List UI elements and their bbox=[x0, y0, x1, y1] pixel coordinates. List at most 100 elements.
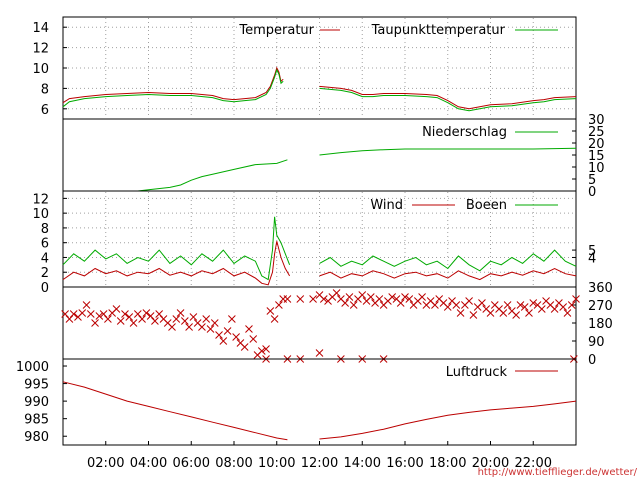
wind-direction-marker bbox=[341, 299, 350, 307]
x-tick-label: 22:00 bbox=[515, 456, 552, 471]
wind-direction-marker bbox=[525, 309, 533, 317]
pressure-series bbox=[62, 381, 577, 441]
precipitation-legend: Niederschlag bbox=[422, 125, 558, 140]
wind-direction-marker bbox=[151, 317, 159, 325]
wind-direction-marker bbox=[249, 335, 258, 343]
wind-direction-marker bbox=[180, 317, 189, 325]
wind-direction-marker bbox=[116, 317, 125, 325]
series-line-wind bbox=[319, 267, 577, 281]
wind-direction-marker bbox=[206, 325, 215, 333]
series-line-niederschlag bbox=[63, 159, 288, 192]
wind-direction-marker bbox=[529, 299, 538, 307]
wind-direction-marker bbox=[486, 309, 495, 317]
x-tick-label: 06:00 bbox=[173, 456, 210, 471]
wind-direction-marker bbox=[283, 295, 292, 303]
y-tick-label: 0 bbox=[588, 185, 596, 200]
y-tick-label: 5 bbox=[588, 173, 596, 188]
wind-direction-panel: 0 90 180 270 360 bbox=[61, 281, 613, 368]
y-tick-label: 20 bbox=[588, 137, 605, 152]
y-tick-label: 180 bbox=[588, 317, 613, 332]
wind-direction-marker bbox=[172, 315, 181, 323]
y-right-tick-label: 4 bbox=[588, 251, 596, 266]
wind-direction-marker bbox=[198, 323, 206, 331]
wind-direction-marker bbox=[185, 323, 193, 331]
x-tick-label: 02:00 bbox=[87, 456, 124, 471]
wind-direction-marker bbox=[78, 309, 87, 317]
wind-direction-marker bbox=[499, 309, 508, 317]
wind-legend: Wind Boeen bbox=[370, 198, 558, 213]
legend-label-temperatur: Temperatur bbox=[238, 23, 314, 38]
wind-direction-marker bbox=[219, 337, 228, 345]
x-axis-ticks: 02:00 04:00 06:00 08:00 10:00 12:00 14:00 16:00… bbox=[87, 441, 552, 471]
wind-direction-marker bbox=[478, 299, 486, 307]
wind-direction-marker bbox=[202, 315, 211, 323]
wind-direction-marker bbox=[563, 309, 572, 317]
wind-direction-marker bbox=[366, 293, 375, 301]
y-tick-label: 10 bbox=[588, 161, 605, 176]
wind-direction-marker bbox=[146, 312, 155, 320]
y-tick-label: 10 bbox=[32, 207, 49, 222]
y-tick-label: 6 bbox=[41, 237, 49, 252]
wind-direction-marker bbox=[375, 295, 384, 303]
x-tick-label: 12:00 bbox=[301, 456, 338, 471]
y-tick-label: 12 bbox=[32, 42, 49, 57]
series-line-temperatur bbox=[319, 85, 577, 110]
wind-direction-marker bbox=[112, 305, 121, 313]
wind-direction-marker bbox=[315, 349, 324, 357]
wind-direction-marker bbox=[456, 309, 465, 317]
wind-direction-marker bbox=[61, 310, 69, 318]
series-line-boeen bbox=[319, 249, 577, 272]
temperature-legend: Temperatur Taupunkttemperatur bbox=[238, 23, 558, 38]
x-tick-label: 08:00 bbox=[215, 456, 252, 471]
pressure-legend: Luftdruck bbox=[446, 365, 558, 380]
y-tick-label: 980 bbox=[24, 430, 49, 445]
wind-direction-marker bbox=[572, 295, 580, 303]
y-tick-label: 15 bbox=[588, 149, 605, 164]
y-right-tick-label: 5 bbox=[588, 244, 596, 259]
series-line-boeen bbox=[62, 216, 291, 281]
wind-direction-marker bbox=[396, 299, 405, 307]
wind-direction-marker bbox=[189, 313, 198, 321]
temperature-series bbox=[62, 66, 577, 112]
wind-direction-marker bbox=[133, 310, 142, 318]
wind-direction-marker bbox=[309, 295, 317, 303]
wind-direction-marker bbox=[82, 301, 91, 309]
wind-direction-marker bbox=[125, 313, 134, 321]
y-tick-label: 30 bbox=[588, 113, 605, 128]
y-tick-label: 10 bbox=[32, 62, 49, 77]
y-tick-label: 0 bbox=[41, 281, 49, 296]
wind-direction-marker bbox=[228, 315, 236, 323]
x-tick-label: 10:00 bbox=[258, 456, 295, 471]
temperature-grid bbox=[64, 18, 575, 118]
wind-direction-marker bbox=[215, 331, 223, 339]
wind-direction-marker bbox=[388, 293, 397, 301]
precipitation-series bbox=[63, 147, 577, 192]
y-tick-label: 25 bbox=[588, 125, 605, 140]
wind-direction-marker bbox=[469, 311, 478, 319]
y-tick-label: 8 bbox=[41, 82, 49, 97]
wind-direction-marker bbox=[266, 307, 275, 315]
wind-direction-marker bbox=[516, 301, 525, 309]
wind-series bbox=[62, 216, 577, 286]
wind-direction-marker bbox=[550, 305, 559, 313]
wind-direction-marker bbox=[275, 301, 283, 309]
source-url-link[interactable]: http://www.tiefflieger.de/wetter/ bbox=[478, 467, 638, 478]
wind-direction-marker bbox=[232, 333, 240, 341]
wind-direction-marker bbox=[104, 315, 112, 323]
y-tick-label: 2 bbox=[41, 266, 49, 281]
wind-direction-marker bbox=[349, 301, 358, 309]
y-tick-label: 14 bbox=[32, 21, 49, 36]
wind-direction-marker bbox=[503, 301, 512, 309]
wind-direction-marker bbox=[155, 310, 164, 318]
wind-direction-marker bbox=[262, 345, 270, 353]
wind-direction-marker bbox=[418, 293, 426, 301]
wind-direction-marker bbox=[537, 305, 546, 313]
legend-label-niederschlag: Niederschlag bbox=[422, 125, 507, 140]
wind-direction-marker bbox=[86, 310, 95, 318]
wind-direction-marker bbox=[95, 312, 104, 320]
wind-direction-marker bbox=[138, 315, 146, 323]
legend-label-boeen: Boeen bbox=[466, 198, 507, 213]
series-line-wind bbox=[62, 241, 291, 286]
